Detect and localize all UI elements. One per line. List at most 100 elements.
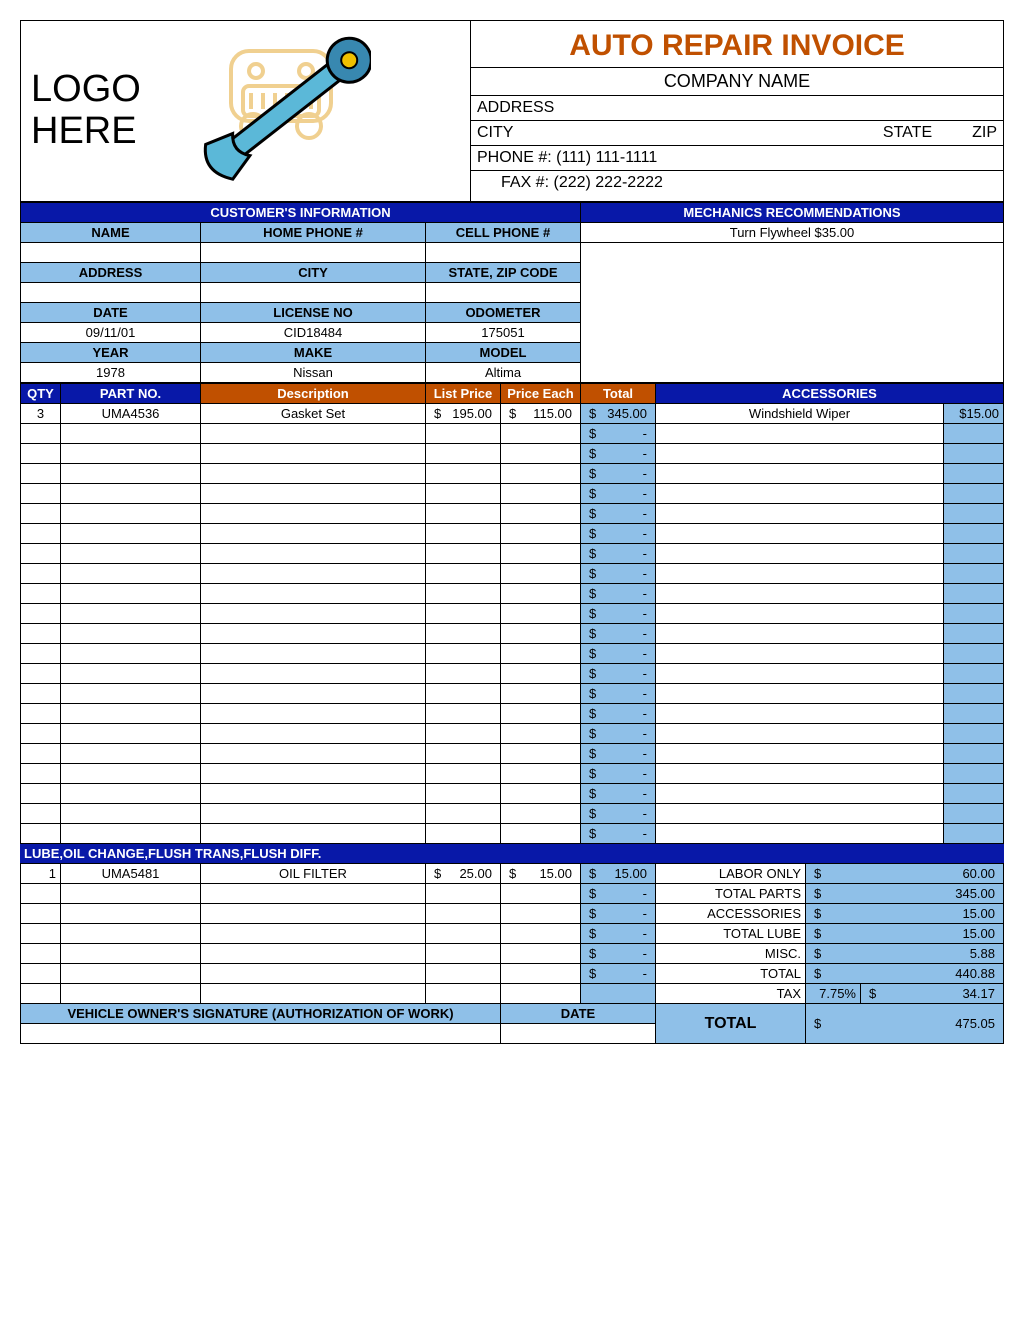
- total-lube-label: TOTAL LUBE: [656, 924, 806, 944]
- accessory-price: $15.00: [944, 404, 1004, 424]
- tax-value: $34.17: [861, 984, 1004, 1004]
- lube-price-each[interactable]: $15.00: [501, 864, 581, 884]
- parts-price-each[interactable]: $115.00: [501, 404, 581, 424]
- signature-field[interactable]: [21, 1024, 501, 1044]
- cell-phone-value[interactable]: [426, 243, 581, 263]
- company-name: COMPANY NAME: [471, 67, 1003, 95]
- city-value[interactable]: [201, 283, 426, 303]
- lube-partno[interactable]: UMA5481: [61, 864, 201, 884]
- lube-row: 1 UMA5481 OIL FILTER $25.00 $15.00 $15.0…: [21, 864, 1004, 884]
- parts-row-empty: $-: [21, 784, 1004, 804]
- model-value[interactable]: Altima: [426, 363, 581, 383]
- subtotal-label: TOTAL: [656, 964, 806, 984]
- license-label: LICENSE NO: [201, 303, 426, 323]
- labor-only-label: LABOR ONLY: [656, 864, 806, 884]
- address-value[interactable]: [21, 283, 201, 303]
- city-label2: CITY: [201, 263, 426, 283]
- logo-placeholder-text: LOGO HERE: [31, 69, 141, 153]
- state-zip-value[interactable]: [426, 283, 581, 303]
- parts-qty[interactable]: 3: [21, 404, 61, 424]
- signature-date-label: DATE: [501, 1004, 656, 1024]
- lube-list-price[interactable]: $25.00: [426, 864, 501, 884]
- qty-header: QTY: [21, 384, 61, 404]
- odometer-value[interactable]: 175051: [426, 323, 581, 343]
- model-label: MODEL: [426, 343, 581, 363]
- misc-label: MISC.: [656, 944, 806, 964]
- misc-value: $5.88: [806, 944, 1004, 964]
- parts-row-empty: $-: [21, 624, 1004, 644]
- make-label: MAKE: [201, 343, 426, 363]
- parts-row-empty: $-: [21, 584, 1004, 604]
- total-lube-value: $15.00: [806, 924, 1004, 944]
- signature-label: VEHICLE OWNER'S SIGNATURE (AUTHORIZATION…: [21, 1004, 501, 1024]
- parts-row: 3 UMA4536 Gasket Set $195.00 $115.00 $34…: [21, 404, 1004, 424]
- zip-label: ZIP: [972, 124, 997, 142]
- grand-total-label: TOTAL: [656, 1004, 806, 1044]
- tax-rate: 7.75%: [806, 984, 861, 1004]
- cell-phone-label: CELL PHONE #: [426, 223, 581, 243]
- mechanics-notes[interactable]: [581, 243, 1004, 383]
- signature-date-field[interactable]: [501, 1024, 656, 1044]
- header-section: LOGO HERE: [20, 20, 1004, 202]
- listprice-header: List Price: [426, 384, 501, 404]
- lube-desc[interactable]: OIL FILTER: [201, 864, 426, 884]
- parts-partno[interactable]: UMA4536: [61, 404, 201, 424]
- description-header: Description: [201, 384, 426, 404]
- parts-row-empty: $-: [21, 424, 1004, 444]
- home-phone-label: HOME PHONE #: [201, 223, 426, 243]
- parts-row-empty: $-: [21, 444, 1004, 464]
- parts-row-empty: $-: [21, 504, 1004, 524]
- subtotal-value: $440.88: [806, 964, 1004, 984]
- company-phone-row: PHONE #: (111) 111-1111: [471, 145, 1003, 170]
- parts-row-empty: $-: [21, 744, 1004, 764]
- name-label: NAME: [21, 223, 201, 243]
- logo-area: LOGO HERE: [21, 21, 471, 201]
- license-value[interactable]: CID18484: [201, 323, 426, 343]
- customer-info-table: CUSTOMER'S INFORMATION MECHANICS RECOMME…: [20, 202, 1004, 383]
- parts-row-empty: $-: [21, 604, 1004, 624]
- parts-table: QTY PART NO. Description List Price Pric…: [20, 383, 1004, 844]
- state-zip-label: STATE, ZIP CODE: [426, 263, 581, 283]
- address-label: ADDRESS: [21, 263, 201, 283]
- priceeach-header: Price Each: [501, 384, 581, 404]
- accessories-sum-label: ACCESSORIES: [656, 904, 806, 924]
- mechanics-item: Turn Flywheel $35.00: [581, 223, 1004, 243]
- accessory-name[interactable]: Windshield Wiper: [656, 404, 944, 424]
- city-label: CITY: [477, 124, 883, 142]
- customer-section-title: CUSTOMER'S INFORMATION: [21, 203, 581, 223]
- lube-section-title: LUBE,OIL CHANGE,FLUSH TRANS,FLUSH DIFF.: [20, 844, 1004, 863]
- parts-row-empty: $-: [21, 724, 1004, 744]
- year-label: YEAR: [21, 343, 201, 363]
- address-label: ADDRESS: [477, 99, 554, 117]
- company-fax-row: FAX #: (222) 222-2222: [471, 170, 1003, 195]
- home-phone-value[interactable]: [201, 243, 426, 263]
- fax-value: (222) 222-2222: [553, 174, 662, 192]
- year-value[interactable]: 1978: [21, 363, 201, 383]
- partno-header: PART NO.: [61, 384, 201, 404]
- parts-list-price[interactable]: $195.00: [426, 404, 501, 424]
- total-parts-label: TOTAL PARTS: [656, 884, 806, 904]
- name-value[interactable]: [21, 243, 201, 263]
- make-value[interactable]: Nissan: [201, 363, 426, 383]
- lube-table: 1 UMA5481 OIL FILTER $25.00 $15.00 $15.0…: [20, 863, 1004, 1044]
- parts-row-empty: $-: [21, 464, 1004, 484]
- date-label: DATE: [21, 303, 201, 323]
- state-label: STATE: [883, 124, 932, 142]
- parts-row-empty: $-: [21, 524, 1004, 544]
- accessories-header: ACCESSORIES: [656, 384, 1004, 404]
- accessories-sum-value: $15.00: [806, 904, 1004, 924]
- parts-desc[interactable]: Gasket Set: [201, 404, 426, 424]
- phone-value: (111) 111-1111: [556, 149, 657, 167]
- total-parts-value: $345.00: [806, 884, 1004, 904]
- parts-row-empty: $-: [21, 664, 1004, 684]
- date-value[interactable]: 09/11/01: [21, 323, 201, 343]
- parts-row-empty: $-: [21, 704, 1004, 724]
- parts-row-empty: $-: [21, 564, 1004, 584]
- lube-qty[interactable]: 1: [21, 864, 61, 884]
- lube-total: $15.00: [581, 864, 656, 884]
- fax-label: FAX #:: [501, 174, 549, 192]
- grand-total-value: $475.05: [806, 1004, 1004, 1044]
- parts-row-empty: $-: [21, 544, 1004, 564]
- company-info: AUTO REPAIR INVOICE COMPANY NAME ADDRESS…: [471, 21, 1003, 201]
- phone-label: PHONE #:: [477, 149, 552, 167]
